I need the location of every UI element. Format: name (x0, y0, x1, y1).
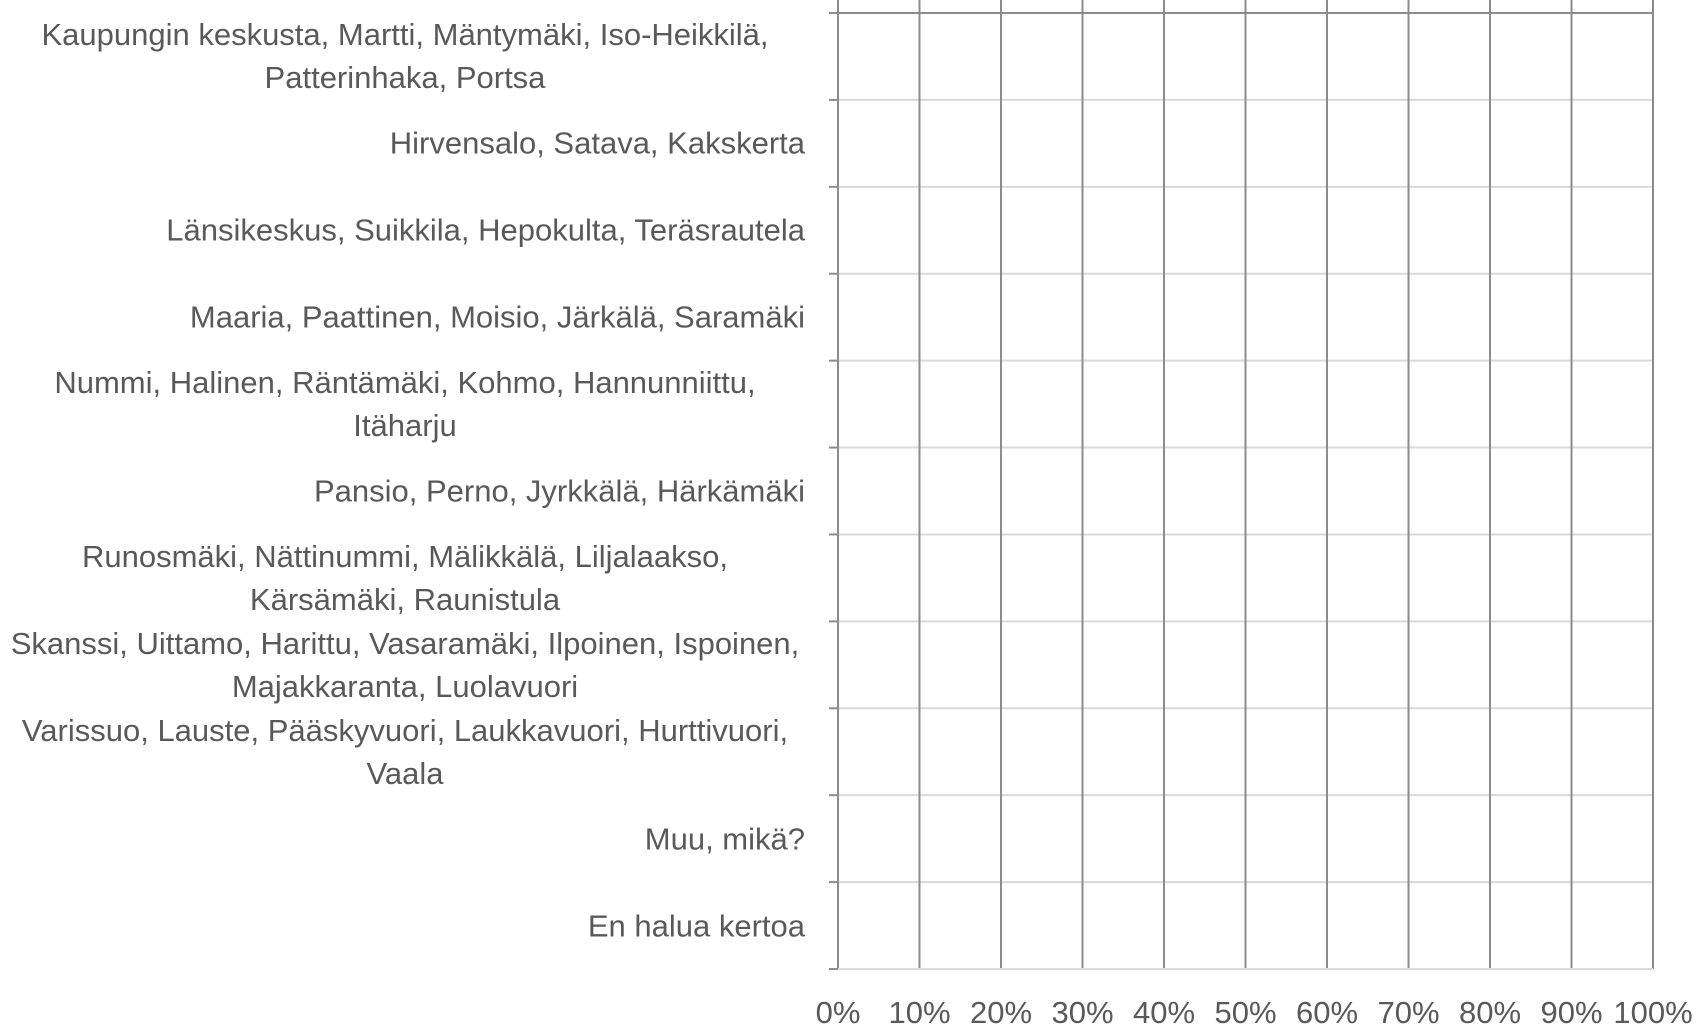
x-tick-label: 10% (888, 995, 951, 1030)
y-tick-label: En halua kertoa (587, 908, 805, 944)
y-tick-label: Pansio, Perno, Jyrkkälä, Härkämäki (313, 473, 805, 509)
y-tick-label: Maaria, Paattinen, Moisio, Järkälä, Sara… (189, 299, 805, 335)
y-tick-label: Muu, mikä? (644, 821, 805, 857)
x-tick-label: 30% (1051, 995, 1114, 1030)
x-tick-label: 60% (1295, 995, 1359, 1030)
y-tick-label: Kaupungin keskusta, Martti, Mäntymäki, I… (41, 17, 769, 96)
x-tick-label: 70% (1377, 995, 1440, 1030)
x-tick-label: 20% (969, 995, 1033, 1030)
y-tick-label: Länsikeskus, Suikkila, Hepokulta, Teräsr… (166, 212, 805, 248)
x-tick-label: 100% (1613, 995, 1693, 1030)
x-tick-label: 90% (1540, 995, 1603, 1030)
x-tick-label: 50% (1214, 995, 1277, 1030)
y-tick-label: Varissuo, Lauste, Pääskyvuori, Laukkavuo… (21, 712, 789, 791)
y-tick-label: Hirvensalo, Satava, Kakskerta (389, 125, 805, 161)
x-tick-label: 40% (1132, 995, 1196, 1030)
x-tick-label: 80% (1458, 995, 1522, 1030)
y-tick-label: Nummi, Halinen, Räntämäki, Kohmo, Hannun… (54, 365, 756, 444)
y-tick-label: Runosmäki, Nättinummi, Mälikkälä, Liljal… (81, 538, 729, 617)
x-tick-label: 0% (815, 995, 861, 1030)
y-tick-label: Skanssi, Uittamo, Harittu, Vasaramäki, I… (10, 625, 800, 704)
